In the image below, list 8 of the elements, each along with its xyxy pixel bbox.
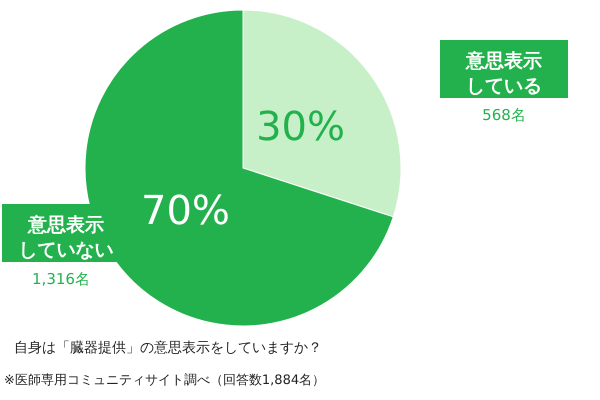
data-label: 30% xyxy=(256,104,345,150)
data-label: 70% xyxy=(141,188,230,234)
slice-label: 意思表示している xyxy=(465,50,542,97)
text: 1,316名 xyxy=(32,270,90,288)
text: 568名 xyxy=(482,106,526,124)
text: ※医師専用コミュニティサイト調べ（回答数1,884名） xyxy=(4,373,326,388)
text: 自身は「臓器提供」の意思表示をしていますか？ xyxy=(14,340,322,356)
slice-label: 意思表示していない xyxy=(18,214,114,261)
